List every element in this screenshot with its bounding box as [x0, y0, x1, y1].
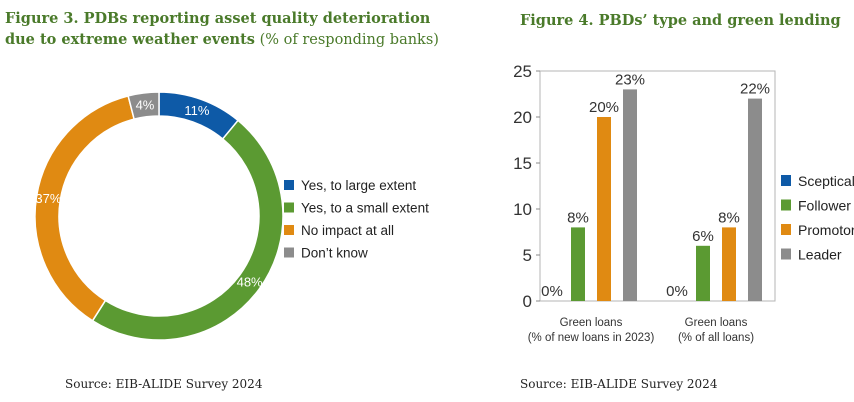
bar: [571, 227, 585, 301]
bar: [722, 227, 736, 301]
bar-value-label: 20%: [589, 99, 619, 116]
figure3-legend: Yes, to large extent Yes, to a small exte…: [284, 178, 429, 261]
x-category-label: Green loans: [685, 317, 748, 329]
bar: [623, 89, 637, 302]
bar-value-label: 0%: [666, 283, 688, 300]
bar-value-label: 6%: [692, 228, 714, 245]
legend-swatch: [781, 248, 791, 260]
legend-swatch: [284, 180, 294, 190]
legend-swatch: [781, 224, 791, 235]
y-tick-label: 20: [513, 108, 532, 127]
figure4-bar-chart: 0 5 10 15 20 25 0% 8% 20% 23% Green loans (% of new…: [513, 62, 776, 344]
donut-value-label: 11%: [184, 103, 209, 118]
figure3-title-normal: (% of responding banks): [254, 32, 439, 48]
legend-swatch: [781, 175, 791, 186]
y-tick-label: 25: [513, 62, 532, 81]
bar-value-label: 8%: [567, 209, 589, 226]
legend-swatch: [284, 225, 294, 235]
figure4-legend: Sceptical Follower Promotor Leader: [781, 173, 854, 263]
figure3-title-bold: Figure 3. PDBs reporting asset quality d…: [5, 10, 431, 48]
y-tick-label: 10: [513, 200, 532, 219]
bar: [696, 245, 710, 301]
bar-value-label: 23%: [615, 71, 645, 88]
bar: [597, 117, 611, 301]
x-category-label: (% of new loans in 2023): [528, 332, 655, 344]
legend-label: Leader: [798, 247, 842, 263]
legend-label: No impact at all: [301, 223, 394, 238]
figure3-source: Source: EIB-ALIDE Survey 2024: [65, 377, 263, 391]
x-category-label: (% of all loans): [678, 332, 754, 344]
donut-value-label: 4%: [136, 97, 155, 112]
bar: [748, 98, 762, 301]
legend-label: Sceptical: [798, 173, 854, 189]
y-tick-label: 5: [523, 246, 532, 265]
y-tick-label: 0: [523, 292, 532, 311]
donut-slice: [91, 119, 284, 341]
bar-value-label: 8%: [718, 209, 740, 226]
legend-swatch: [781, 199, 791, 211]
plot-frame: [539, 70, 776, 302]
figure3-title: Figure 3. PDBs reporting asset quality d…: [5, 8, 445, 51]
legend-label: Yes, to large extent: [301, 178, 416, 193]
donut-value-label: 37%: [35, 191, 61, 206]
legend-label: Don’t know: [301, 246, 368, 261]
figure4-title: Figure 4. PBDs’ type and green lending: [520, 12, 841, 29]
donut-value-label: 48%: [237, 274, 263, 289]
legend-swatch: [284, 247, 294, 258]
x-category-label: Green loans: [560, 317, 623, 329]
legend-label: Yes, to a small extent: [301, 201, 429, 216]
legend-label: Promotor: [798, 222, 854, 238]
y-tick-label: 15: [513, 154, 532, 173]
figure3-donut-chart: 11% 48% 37% 4%: [34, 91, 284, 341]
donut-slice: [34, 94, 136, 322]
bar-value-label: 0%: [541, 283, 563, 300]
legend-swatch: [284, 202, 294, 213]
bar-value-label: 22%: [740, 81, 770, 98]
figure4-source: Source: EIB-ALIDE Survey 2024: [520, 377, 718, 391]
donut-slice: [127, 91, 160, 121]
legend-label: Follower: [798, 198, 851, 214]
